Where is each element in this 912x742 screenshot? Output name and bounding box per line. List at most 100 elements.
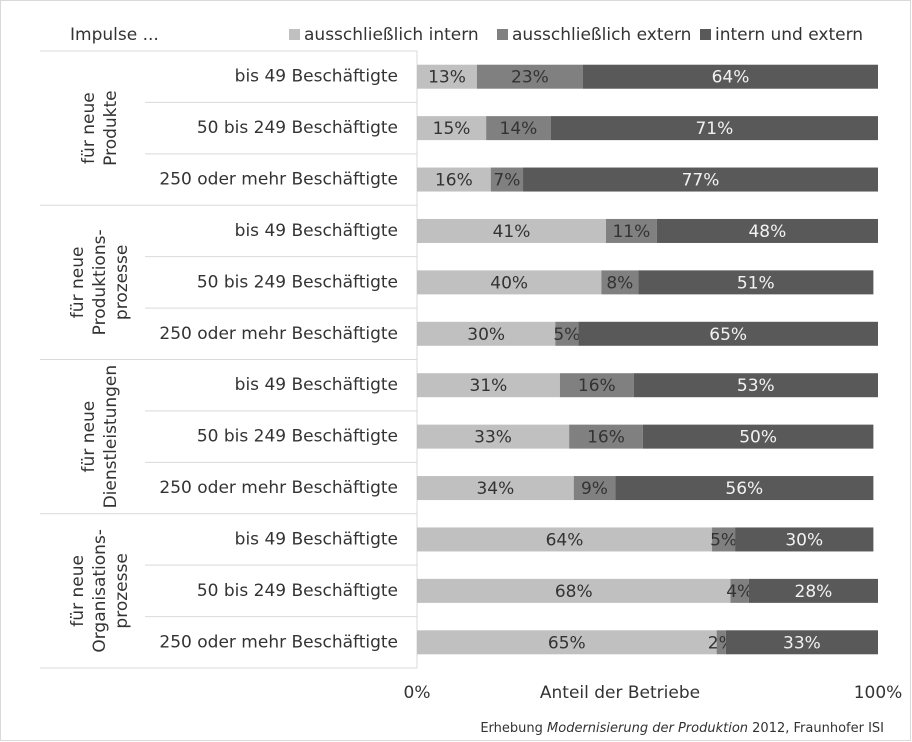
bar-segment [601,270,639,295]
y-tick-label: 50 bis 249 Beschäftigte [197,272,398,292]
data-label: 16% [578,376,616,396]
bar-segment [642,424,874,449]
bar-segment [573,476,616,501]
legend-label: ausschließlich intern [304,25,479,45]
data-label: 41% [493,222,531,242]
bar-segment [523,167,878,192]
data-label: 5% [553,325,580,345]
bar-segment [417,424,570,449]
source-part: 2012, Fraunhofer ISI [748,721,884,736]
bar-segment [582,64,878,89]
y-tick-label: 250 oder mehr Beschäftigte [159,478,398,498]
group-label: für neue [79,401,99,473]
group-label: für neue [68,555,88,627]
source: Erhebung Modernisierung der Produktion 2… [480,721,884,736]
bar-segment [748,578,878,603]
data-label: 8% [606,273,633,293]
bar-segment [735,527,874,552]
group-label: prozesse [112,553,132,628]
legend-title: Impulse ... [70,25,159,45]
bar-segment [638,270,874,295]
bar-segment [569,424,643,449]
data-label: 7% [493,171,520,191]
bar-segment [656,218,878,243]
data-label: 28% [795,582,833,602]
data-label: 31% [470,376,508,396]
data-label: 16% [587,428,625,448]
data-label: 30% [785,530,823,550]
y-tick-label: 50 bis 249 Beschäftigte [197,581,398,601]
data-label: 13% [428,68,466,88]
data-label: 30% [467,325,505,345]
group-label: prozesse [112,245,132,320]
x-axis-label: Anteil der Betriebe [540,683,700,703]
y-tick-label: bis 49 Beschäftigte [235,375,398,395]
group-label: für neue [68,247,88,319]
legend-swatch [497,29,508,40]
bar-segment [559,373,634,398]
bar-segment [712,527,736,552]
data-label: 64% [712,68,750,88]
y-tick-label: bis 49 Beschäftigte [235,67,398,87]
y-tick-label: 50 bis 249 Beschäftigte [197,427,398,447]
data-label: 50% [739,428,777,448]
data-label: 16% [435,171,473,191]
bar-segment [615,476,874,501]
y-tick-label: bis 49 Beschäftigte [235,529,398,549]
y-tick-label: bis 49 Beschäftigte [235,221,398,241]
legend-swatch [289,29,300,40]
data-label: 34% [476,479,514,499]
bar-segment [486,116,551,141]
data-label: 40% [490,273,528,293]
bar-segment [730,578,749,603]
bar-segment [550,116,878,141]
bar-segment [490,167,524,192]
group-label: Produkte [101,90,121,166]
bar-segment [476,64,583,89]
data-label: 5% [710,530,737,550]
data-label: 9% [581,479,608,499]
data-label: 33% [474,428,512,448]
bar-segment [417,218,607,243]
data-label: 51% [737,273,775,293]
data-label: 71% [695,119,733,139]
data-label: 53% [737,376,775,396]
group-label: Dienstleistungen [101,365,121,509]
bar-segment [417,630,717,655]
bar-segment [417,373,560,398]
data-label: 64% [546,530,584,550]
data-label: 68% [555,582,593,602]
bar-segment [417,527,713,552]
bar-segment [417,116,487,141]
bar-segment [417,578,731,603]
bar-segment [716,630,726,655]
group-label: für neue [79,92,99,164]
group-label: Organisations- [90,529,110,653]
bar-segment [555,321,579,346]
x-tick-label: 100% [854,683,903,703]
y-tick-label: 250 oder mehr Beschäftigte [159,170,398,190]
data-label: 15% [433,119,471,139]
bar-segment [725,630,878,655]
y-tick-label: 50 bis 249 Beschäftigte [197,118,398,138]
bar-segment [417,476,574,501]
data-label: 4% [726,582,753,602]
data-label: 56% [725,479,763,499]
bar-segment [578,321,878,346]
group-label: Produktions- [90,229,110,335]
bar-segment [417,167,491,192]
y-tick-label: 250 oder mehr Beschäftigte [159,324,398,344]
bar-segment [417,270,602,295]
source-part: Erhebung [480,721,547,736]
data-label: 33% [783,633,821,653]
x-tick-label: 0% [404,683,431,703]
source-part: Modernisierung der Produktion [547,721,748,736]
bar-segment [633,373,878,398]
data-label: 11% [612,222,650,242]
data-label: 77% [682,171,720,191]
bar-segment [417,64,477,89]
y-tick-label: 250 oder mehr Beschäftigte [159,632,398,652]
data-label: 48% [748,222,786,242]
data-label: 65% [709,325,747,345]
data-label: 65% [548,633,586,653]
